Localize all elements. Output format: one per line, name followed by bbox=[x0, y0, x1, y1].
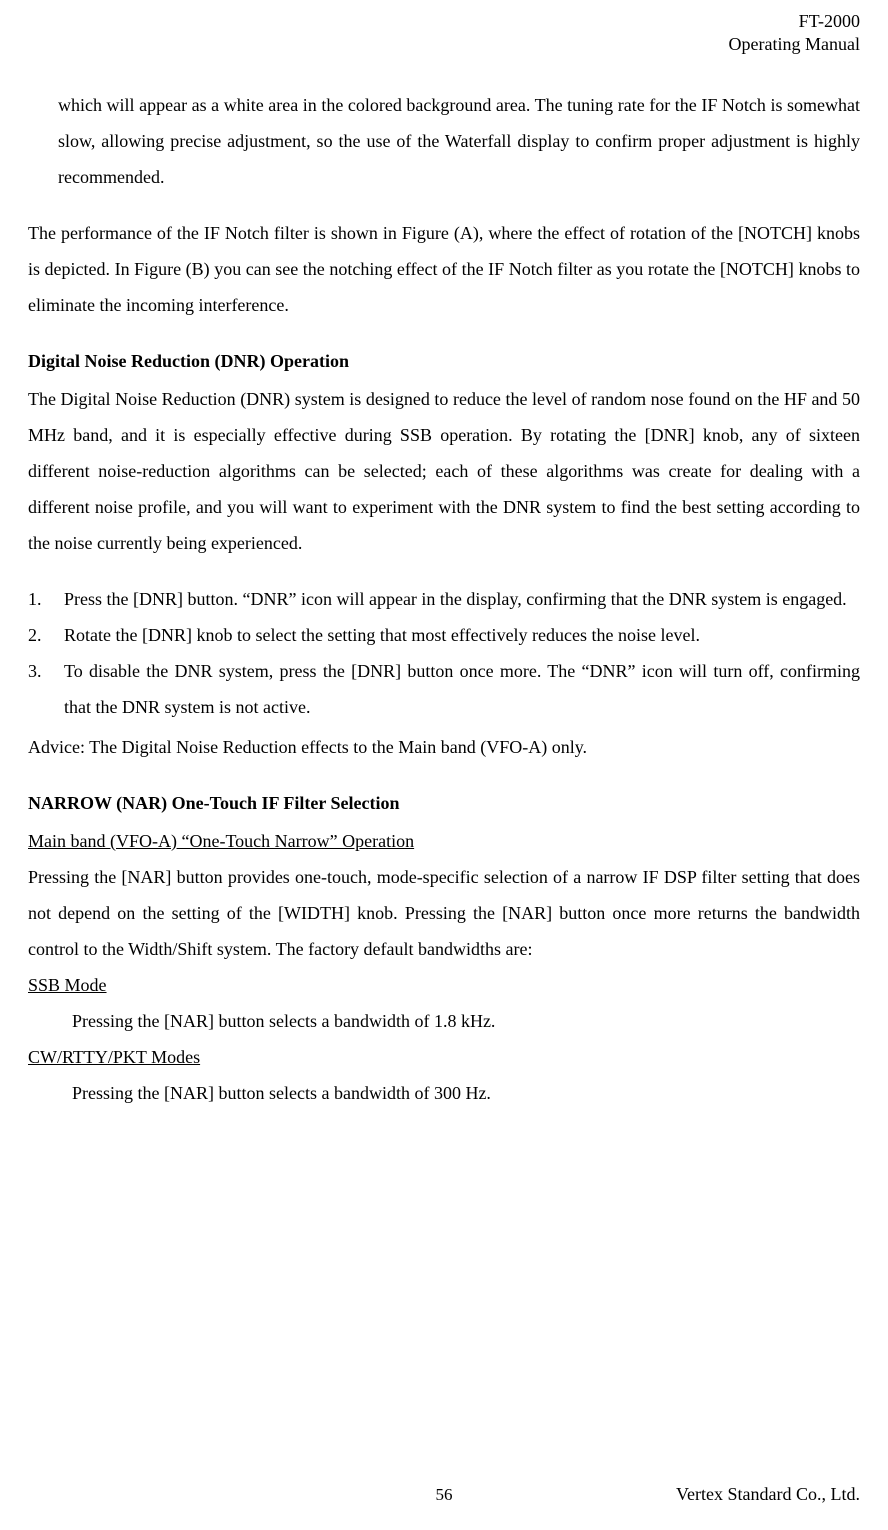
nar-paragraph: Pressing the [NAR] button provides one-t… bbox=[28, 859, 860, 967]
intro-paragraph: which will appear as a white area in the… bbox=[28, 87, 860, 195]
list-item: 3. To disable the DNR system, press the … bbox=[28, 653, 860, 725]
list-text: Rotate the [DNR] knob to select the sett… bbox=[64, 617, 860, 653]
cw-mode-label: CW/RTTY/PKT Modes bbox=[28, 1039, 860, 1075]
list-number: 2. bbox=[28, 617, 64, 653]
dnr-advice: Advice: The Digital Noise Reduction effe… bbox=[28, 729, 860, 765]
company-name: Vertex Standard Co., Ltd. bbox=[676, 1476, 860, 1512]
list-item: 1. Press the [DNR] button. “DNR” icon wi… bbox=[28, 581, 860, 617]
page-number: 56 bbox=[436, 1478, 453, 1512]
dnr-steps-list: 1. Press the [DNR] button. “DNR” icon wi… bbox=[28, 581, 860, 725]
model-number: FT-2000 bbox=[28, 10, 860, 33]
list-text: Press the [DNR] button. “DNR” icon will … bbox=[64, 581, 860, 617]
dnr-heading: Digital Noise Reduction (DNR) Operation bbox=[28, 343, 860, 379]
cw-mode-text: Pressing the [NAR] button selects a band… bbox=[28, 1075, 860, 1111]
list-number: 3. bbox=[28, 653, 64, 689]
list-text: To disable the DNR system, press the [DN… bbox=[64, 653, 860, 725]
ssb-mode-label: SSB Mode bbox=[28, 967, 860, 1003]
nar-subheading: Main band (VFO-A) “One-Touch Narrow” Ope… bbox=[28, 823, 860, 859]
list-number: 1. bbox=[28, 581, 64, 617]
document-title: Operating Manual bbox=[28, 33, 860, 56]
dnr-paragraph: The Digital Noise Reduction (DNR) system… bbox=[28, 381, 860, 561]
page-footer: 56 Vertex Standard Co., Ltd. bbox=[28, 1476, 860, 1512]
nar-heading: NARROW (NAR) One-Touch IF Filter Selecti… bbox=[28, 785, 860, 821]
list-item: 2. Rotate the [DNR] knob to select the s… bbox=[28, 617, 860, 653]
performance-paragraph: The performance of the IF Notch filter i… bbox=[28, 215, 860, 323]
ssb-mode-text: Pressing the [NAR] button selects a band… bbox=[28, 1003, 860, 1039]
document-header: FT-2000 Operating Manual bbox=[28, 10, 860, 57]
